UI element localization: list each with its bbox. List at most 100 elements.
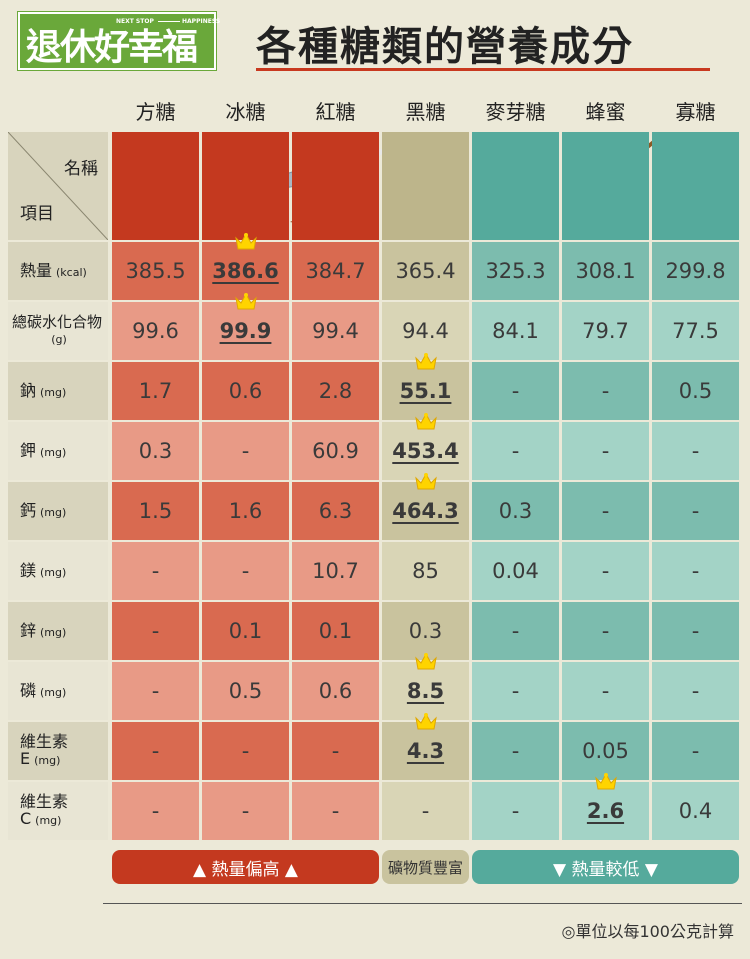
table-cell: -: [202, 542, 289, 600]
row-label: 鈣 (mg): [20, 500, 67, 520]
corner-cell: 名稱 項目: [8, 132, 108, 240]
table-cell: 0.3: [382, 602, 469, 660]
image-cell: [472, 132, 559, 240]
table-cell: 85: [382, 542, 469, 600]
table-cell: 99.9: [202, 302, 289, 360]
table-cell: -: [112, 722, 199, 780]
table-cell: -: [562, 602, 649, 660]
table-cell: -: [472, 602, 559, 660]
table-cell: 0.4: [652, 782, 739, 840]
table-cell: -: [652, 542, 739, 600]
row-unit: (mg): [40, 565, 67, 579]
table-cell: 99.6: [112, 302, 199, 360]
image-cell: [652, 132, 739, 240]
row-label: 鎂 (mg): [20, 560, 67, 580]
row-label: 維生素C (mg): [20, 793, 108, 828]
row-name: 鎂: [20, 560, 37, 580]
row-label: 鉀 (mg): [20, 442, 67, 460]
table-cell: 365.4: [382, 242, 469, 300]
row-header: 維生素E (mg): [8, 722, 108, 780]
table-cell: 0.6: [202, 362, 289, 420]
table-cell: 1.5: [112, 482, 199, 540]
row-header: 鉀 (mg): [8, 422, 108, 480]
row-unit: (mg): [40, 505, 67, 519]
row-name: 維生素E: [20, 732, 69, 768]
footer-rule: [103, 903, 742, 904]
row-header: 總碳水化合物 (g): [8, 302, 108, 360]
table-cell: -: [652, 602, 739, 660]
table-cell: 6.3: [292, 482, 379, 540]
table-cell: -: [202, 422, 289, 480]
row-header: 磷 (mg): [8, 662, 108, 720]
table-cell: 385.5: [112, 242, 199, 300]
row-label: 總碳水化合物 (g): [12, 314, 102, 347]
table-cell: 8.5: [382, 662, 469, 720]
table-cell: 2.8: [292, 362, 379, 420]
image-cell: [292, 132, 379, 240]
row-header: 鈉 (mg): [8, 362, 108, 420]
image-cell: [202, 132, 289, 240]
crown-icon: [414, 472, 438, 492]
table-cell: -: [382, 782, 469, 840]
logo: 退休好幸福 NEXT STOP HAPPINESS: [17, 11, 220, 71]
crown-icon: [414, 412, 438, 432]
crown-icon: [234, 292, 258, 312]
row-name: 鈣: [20, 500, 37, 520]
row-name: 鋅: [20, 620, 37, 640]
crown-icon: [414, 352, 438, 372]
row-header: 熱量 (kcal): [8, 242, 108, 300]
row-unit: (mg): [35, 814, 62, 827]
table-cell: 0.3: [112, 422, 199, 480]
table-cell: -: [562, 662, 649, 720]
table-cell: -: [652, 422, 739, 480]
column-name: 寡糖: [675, 100, 716, 124]
image-cell: [562, 132, 649, 240]
row-unit: (mg): [40, 445, 67, 459]
row-header: 維生素C (mg): [8, 782, 108, 840]
table-cell: 0.5: [202, 662, 289, 720]
column-name: 紅糖: [315, 100, 356, 124]
table-cell: 384.7: [292, 242, 379, 300]
legend-pill: ▲ 熱量偏高 ▲: [112, 850, 379, 884]
table-cell: 79.7: [562, 302, 649, 360]
table-cell: -: [562, 482, 649, 540]
table-cell: -: [562, 542, 649, 600]
table-cell: 0.5: [652, 362, 739, 420]
crown-icon: [234, 232, 258, 252]
crown-icon: [414, 712, 438, 732]
table-cell: 99.4: [292, 302, 379, 360]
table-cell: -: [292, 782, 379, 840]
table-cell: -: [652, 722, 739, 780]
table-cell: -: [112, 542, 199, 600]
table-cell: -: [472, 662, 559, 720]
table-cell: 2.6: [562, 782, 649, 840]
row-label: 磷 (mg): [20, 682, 66, 700]
logo-name: 退休好幸福: [26, 27, 198, 68]
table-cell: 325.3: [472, 242, 559, 300]
row-unit: (mg): [40, 625, 67, 639]
table-cell: -: [292, 722, 379, 780]
table-cell: 0.3: [472, 482, 559, 540]
row-header: 鋅 (mg): [8, 602, 108, 660]
row-header: 鎂 (mg): [8, 542, 108, 600]
table-cell: -: [472, 422, 559, 480]
table-cell: -: [202, 722, 289, 780]
image-cell: [112, 132, 199, 240]
row-label: 鋅 (mg): [20, 620, 67, 640]
table-cell: -: [112, 662, 199, 720]
table-cell: 84.1: [472, 302, 559, 360]
corner-row-label: 項目: [20, 204, 54, 224]
table-cell: 299.8: [652, 242, 739, 300]
logo-tag: NEXT STOP: [116, 18, 154, 25]
legend-pill: 礦物質豐富: [382, 850, 469, 884]
table-cell: 1.6: [202, 482, 289, 540]
image-cell: [382, 132, 469, 240]
row-name: 熱量: [20, 260, 53, 280]
row-unit: (kcal): [56, 265, 87, 279]
table-cell: -: [202, 782, 289, 840]
table-cell: 386.6: [202, 242, 289, 300]
column-name: 麥芽糖: [485, 100, 546, 124]
table-cell: 0.1: [292, 602, 379, 660]
column-name: 蜂蜜: [585, 100, 626, 124]
